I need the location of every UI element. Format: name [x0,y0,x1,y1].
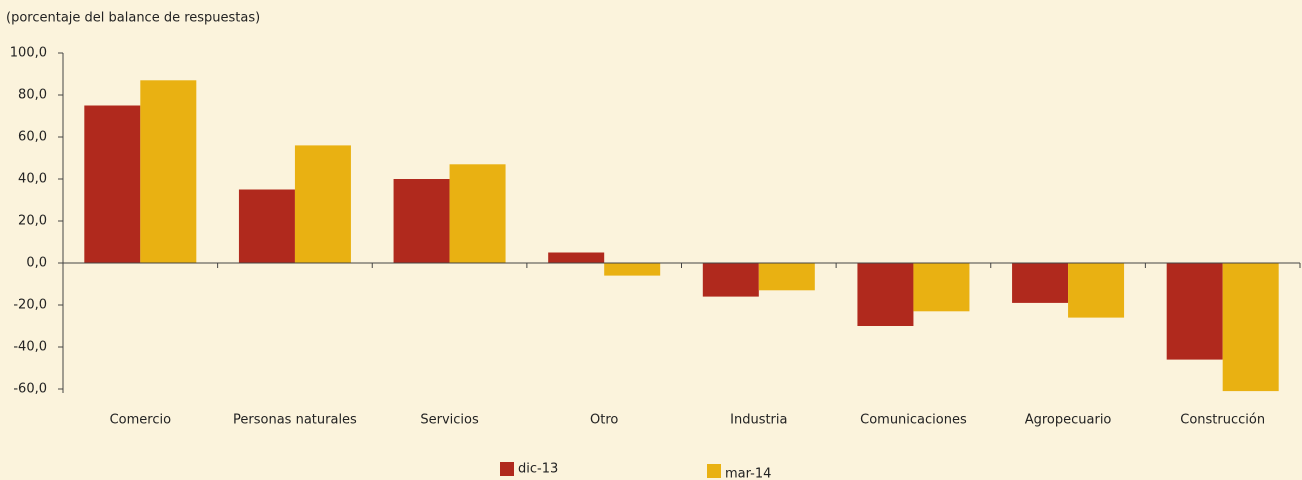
bar [548,252,605,263]
bar [140,80,197,263]
bar [238,189,295,263]
y-tick-label: 80,0 [18,88,47,103]
y-tick-label: -40,0 [13,340,47,355]
x-tick-label: Personas naturales [233,413,357,428]
y-tick-label: -20,0 [13,298,47,313]
chart-subtitle: (porcentaje del balance de respuestas) [6,11,260,26]
y-tick-label: 40,0 [18,172,47,187]
x-tick-label: Comercio [110,413,172,428]
bar [1012,263,1069,303]
x-tick-label: Agropecuario [1025,413,1112,428]
bar [857,263,914,326]
bar [1166,263,1223,360]
y-tick-label: 60,0 [18,130,47,145]
y-tick-label: -60,0 [13,382,47,397]
bar [604,263,661,276]
x-tick-label: Industria [730,413,787,428]
x-tick-label: Otro [590,413,618,428]
legend-label: mar-14 [725,467,771,480]
bar [84,105,141,263]
bar [294,145,351,263]
legend-swatch [500,462,514,476]
y-tick-label: 0,0 [26,256,47,271]
y-tick-label: 100,0 [10,46,47,61]
bar [1068,263,1125,318]
x-tick-label: Servicios [420,413,479,428]
x-tick-label: Comunicaciones [860,413,967,428]
legend-swatch [707,464,721,478]
bar [1222,263,1279,392]
bar [702,263,759,297]
y-tick-label: 20,0 [18,214,47,229]
bar [449,164,506,263]
legend-label: dic-13 [518,462,558,477]
bar [393,179,450,263]
x-tick-label: Construcción [1180,413,1265,428]
bar [913,263,970,312]
bar [758,263,815,291]
